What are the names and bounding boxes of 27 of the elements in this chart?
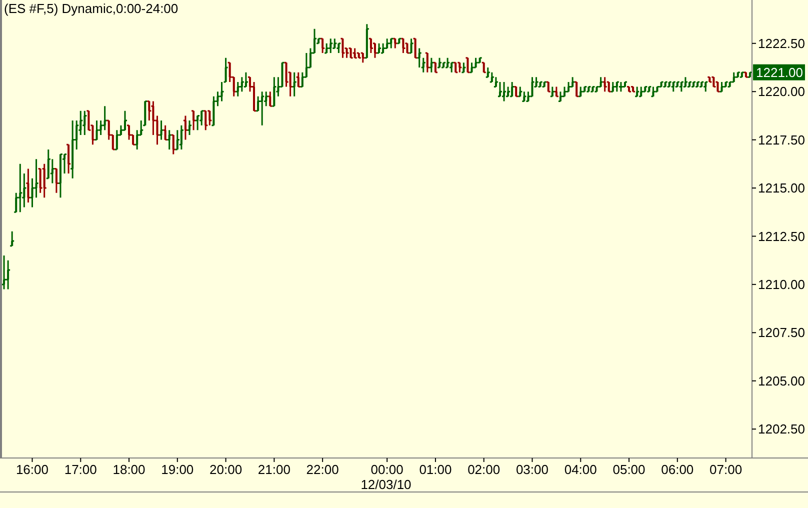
x-tick-label: 17:00 [64,462,97,477]
x-tick-label: 01:00 [419,462,452,477]
x-tick-label: 04:00 [564,462,597,477]
y-tick-label: 1202.50 [758,422,805,437]
y-tick-label: 1205.00 [758,373,805,388]
y-tick-label: 1220.00 [758,84,805,100]
x-tick-label: 03:00 [516,462,549,477]
chart-title: (ES #F,5) Dynamic,0:00-24:00 [4,1,178,16]
x-tick-label: 02:00 [468,462,500,477]
x-tick-label: 18:00 [112,462,146,477]
x-tick-label: 07:00 [710,462,742,477]
x-tick-label: 06:00 [661,462,694,477]
y-tick-label: 1212.50 [758,228,805,244]
x-tick-label: 05:00 [612,462,646,477]
x-tick-label: 00:00 [370,462,404,477]
y-tick-label: 1217.50 [758,132,805,148]
text: 1221.00 [756,64,803,80]
y-tick-label: 1215.00 [758,180,805,196]
y-tick-label: 1210.00 [758,276,805,292]
y-tick-label: 1207.50 [758,325,805,340]
x-tick-label: 20:00 [210,462,242,477]
x-tick-label: 22:00 [306,462,339,477]
x-tick-label: 16:00 [16,462,49,477]
x-tick-label: 19:00 [161,462,194,477]
y-tick-label: 1222.50 [758,36,805,51]
text: 12/03/10 [360,477,412,492]
x-tick-label: 21:00 [258,462,290,477]
